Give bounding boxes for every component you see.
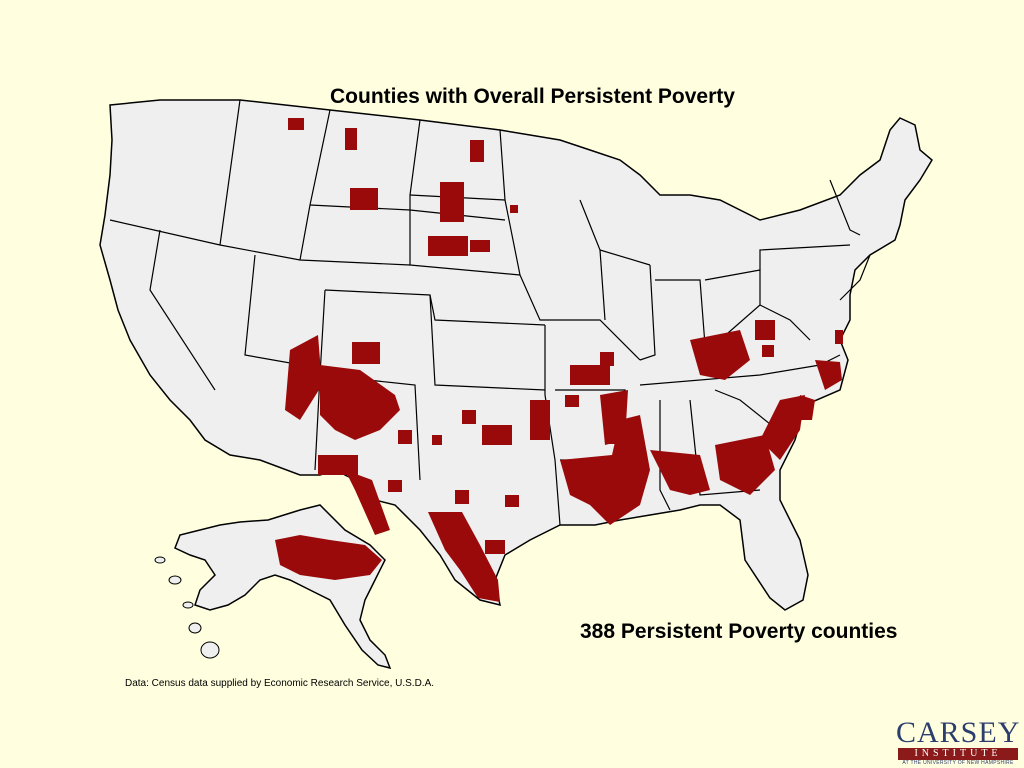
map-title: Counties with Overall Persistent Poverty [330, 85, 735, 108]
contiguous-us-outline [99, 99, 933, 611]
persistent-poverty-count: 388 Persistent Poverty counties [580, 620, 898, 643]
data-source-note: Data: Census data supplied by Economic R… [125, 678, 435, 689]
carsey-institute-logo: CARSEY INSTITUTE AT THE UNIVERSITY OF NE… [896, 716, 1021, 767]
hawaii-islands [154, 556, 220, 659]
persistent-poverty-counties [275, 118, 843, 602]
logo-subtitle: AT THE UNIVERSITY OF NEW HAMPSHIRE [902, 760, 1014, 766]
logo-bar: INSTITUTE [898, 748, 1018, 760]
state-boundaries [109, 99, 871, 526]
logo-name: CARSEY [896, 716, 1021, 749]
